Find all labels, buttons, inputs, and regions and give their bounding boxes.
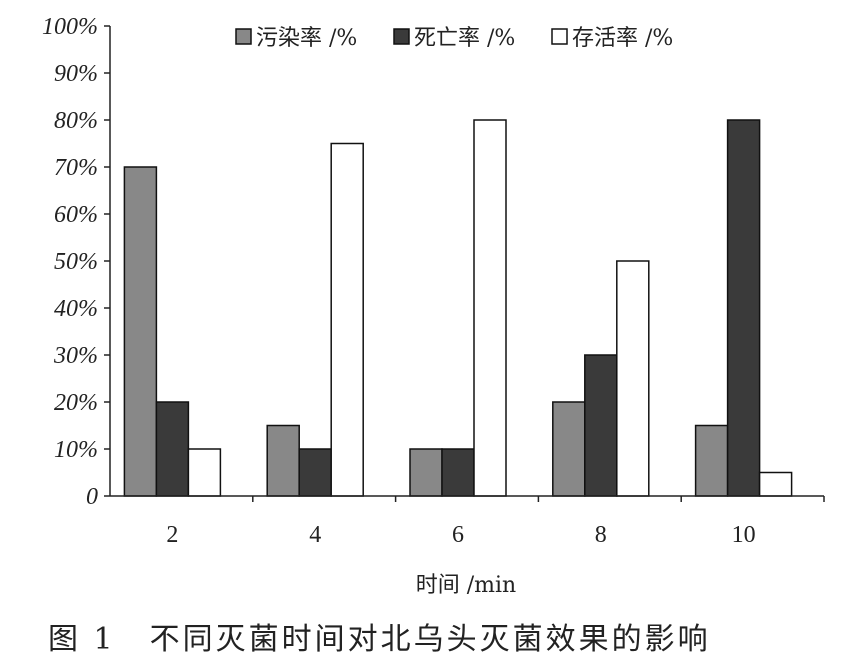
- bars: [123, 119, 793, 497]
- x-axis-ticks: 2 4 6 8 10: [166, 496, 825, 548]
- y-tick-label: 60%: [54, 202, 98, 228]
- y-tick-label: 20%: [54, 390, 98, 416]
- legend: 污染率 /% 死亡率 /% 存活率 /%: [235, 26, 673, 51]
- bar: [473, 119, 507, 497]
- y-tick-label: 80%: [54, 108, 98, 134]
- bar: [266, 424, 300, 497]
- caption-label: 图 1: [48, 622, 116, 657]
- y-tick-label: 70%: [54, 155, 98, 181]
- bar: [552, 401, 586, 497]
- legend-swatch: [551, 28, 568, 45]
- bar: [330, 142, 364, 497]
- y-tick-label: 90%: [54, 61, 98, 87]
- x-tick-label: 10: [732, 522, 756, 548]
- figure-caption: 图 1 不同灭菌时间对北乌头灭菌效果的影响: [48, 614, 711, 658]
- legend-label: 存活率 /%: [572, 26, 673, 51]
- legend-swatch: [393, 28, 410, 45]
- y-tick-label: 0: [86, 484, 98, 510]
- bar: [187, 448, 222, 497]
- bar-chart: 010%20%30%40%50%60%70%80%90%100% 2 4 6 8 10 …: [42, 14, 825, 598]
- legend-label: 污染率 /%: [256, 26, 357, 51]
- legend-label: 死亡率 /%: [414, 26, 515, 51]
- y-tick-label: 100%: [42, 14, 98, 40]
- caption-title: 不同灭菌时间对北乌头灭菌效果的影响: [149, 622, 711, 657]
- x-tick-label: 4: [309, 522, 321, 548]
- bar: [726, 119, 761, 497]
- bar: [758, 471, 793, 497]
- bar: [155, 401, 190, 497]
- x-tick-label: 8: [595, 522, 607, 548]
- x-tick-label: 6: [452, 522, 464, 548]
- bar: [441, 448, 475, 497]
- bar: [409, 448, 443, 497]
- y-axis-ticks: 0 10% 20% 30% 40% 50% 60% 70% 80% 90% 100%: [42, 14, 110, 510]
- x-axis-title: 时间 /min: [416, 573, 516, 598]
- bar: [298, 448, 332, 497]
- bar: [694, 424, 729, 497]
- x-tick-label: 2: [166, 522, 178, 548]
- y-tick-label: 40%: [54, 296, 98, 322]
- bar: [123, 166, 158, 497]
- y-tick-label: 30%: [53, 343, 98, 369]
- y-tick-label: 10%: [54, 437, 98, 463]
- legend-swatch: [235, 28, 252, 45]
- bar: [584, 354, 618, 497]
- y-tick-label: 50%: [54, 249, 98, 275]
- bar: [616, 260, 650, 497]
